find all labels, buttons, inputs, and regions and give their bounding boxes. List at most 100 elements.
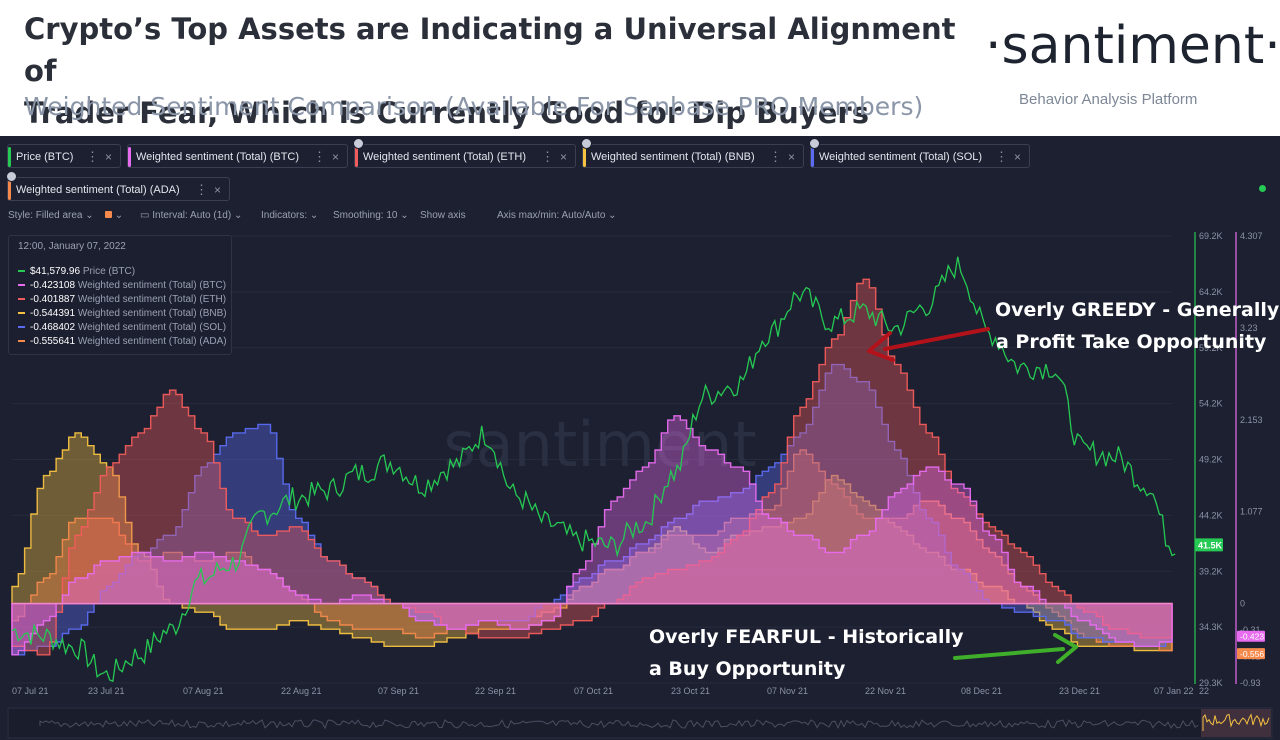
sentiment-area-series [11,449,1173,652]
price-line [11,256,1176,683]
indicators-label: Indicators: [261,210,308,221]
page-subtitle: Weighted Sentiment Comparison (Available… [24,92,924,121]
title-line-1: Crypto’s Top Assets are Indicating a Uni… [24,12,956,88]
metric-color-bar [8,147,11,167]
interval-label: Interval: Auto (1d) [152,210,232,221]
more-options-icon[interactable]: ⋮ [995,149,1008,164]
close-icon[interactable]: × [788,150,796,164]
navigator-selection [1201,709,1271,737]
metric-chip[interactable]: Price (BTC) ⋮ × [7,144,121,168]
chevron-down-icon: ⌄ [233,210,243,221]
metric-color-bar [811,147,814,167]
price-tick-label: 34.3K [1199,622,1223,632]
price-current-badge [1195,538,1223,552]
greedy-line-1: Overly GREEDY - Generally [995,299,1280,321]
sentiment-badge [1237,648,1265,660]
x-tick-label: 23 Dec 21 [1059,686,1100,696]
lock-icon [353,138,364,149]
metric-chip[interactable]: Weighted sentiment (Total) (ETH) ⋮ × [353,138,576,168]
greedy-annotation: Overly GREEDY - Generally a Profit Take … [995,294,1279,358]
close-icon[interactable]: × [560,150,568,164]
tooltip-value: -0.555641 [30,336,76,347]
close-icon[interactable]: × [105,150,113,164]
metric-chip[interactable]: Weighted sentiment (Total) (BNB) ⋮ × [581,138,804,168]
more-options-icon[interactable]: ⋮ [86,149,99,164]
tooltip-value: $41,579.96 [30,266,81,277]
chevron-down-icon: ⌄ [400,210,409,221]
x-tick-label: 07 Aug 21 [183,686,224,696]
close-icon[interactable]: × [214,183,222,197]
sentiment-area-series [11,363,1173,656]
series-swatch [18,326,25,329]
axis-maxmin-label: Axis max/min: Auto/Auto [497,210,606,221]
santiment-logo: ·santiment· [985,16,1280,76]
tooltip-series-name: Weighted sentiment (Total) (BTC) [77,280,227,291]
more-options-icon[interactable]: ⋮ [541,149,554,164]
chevron-down-icon: ⌄ [608,210,617,221]
sentiment-tick-label: -0.31 [1240,625,1261,635]
price-tick-label: 69.2K [1199,231,1223,241]
x-tick-label: 23 Jul 21 [88,686,125,696]
more-options-icon[interactable]: ⋮ [195,182,208,197]
x-tick-label: 23 Oct 21 [671,686,710,696]
chevron-down-icon: ⌄ [309,210,319,221]
smoothing-dropdown[interactable]: Smoothing: 10 ⌄ [333,210,409,221]
live-status-indicator [1259,185,1266,192]
close-icon[interactable]: × [1014,150,1022,164]
color-picker[interactable]: ⌄ [105,210,123,221]
metric-label: Weighted sentiment (Total) (ADA) [16,184,180,196]
metric-chip[interactable]: Weighted sentiment (Total) (BTC) ⋮ × [127,144,348,168]
fearful-annotation: Overly FEARFUL - Historically a Buy Oppo… [649,621,963,685]
metric-color-bar [355,147,358,167]
tooltip-series-name: Price (BTC) [82,266,136,277]
sentiment-tick-label: -0.93 [1240,678,1261,688]
style-dropdown[interactable]: Style: Filled area ⌄ [8,210,94,221]
fearful-arrowhead [1053,633,1078,664]
x-tick-label: 07 Jan 22 [1154,686,1194,696]
lock-icon [581,138,592,149]
x-tick-label: 08 Dec 21 [961,686,1002,696]
lock-icon [809,138,820,149]
tooltip-value: -0.401887 [30,294,76,305]
price-tick-label: 59.2K [1199,343,1223,353]
tooltip-row: -0.468402 Weighted sentiment (Total) (SO… [18,322,226,333]
greedy-arrowhead [867,331,895,362]
show-axis-toggle[interactable]: Show axis [420,210,466,221]
indicators-dropdown[interactable]: Indicators: ⌄ [261,210,318,221]
price-tick-label: 49.2K [1199,455,1223,465]
price-tick-label: 44.2K [1199,510,1223,520]
title-line-2: Trader Fear, Which is Currently Good for… [24,96,869,130]
close-icon[interactable]: × [332,150,340,164]
sentiment-areas [11,278,1173,656]
tooltip-series-name: Weighted sentiment (Total) (BNB) [77,308,227,319]
price-line-group [11,256,1176,683]
metric-color-bar [8,180,11,200]
sentiment-axis: 4.3073.232.1531.0770-0.31-0.62-0.93-0.42… [1235,231,1265,688]
annotation-arrows [867,327,1078,664]
series-swatch [18,270,25,273]
interval-dropdown[interactable]: ▭ Interval: Auto (1d) ⌄ [140,210,242,221]
x-tick-label: 22 Sep 21 [475,686,516,696]
x-tick-label: 07 Nov 21 [767,686,808,696]
greedy-arrow-shaft [883,327,990,351]
sentiment-chart[interactable]: santiment 07 Jul 21 23 Jul 21 07 Aug 21 22 … [0,136,1280,740]
metric-label: Weighted sentiment (Total) (SOL) [819,151,983,163]
sentiment-area-series [11,278,1173,656]
metric-chip[interactable]: Weighted sentiment (Total) (ADA) ⋮ × [6,171,230,201]
more-options-icon[interactable]: ⋮ [769,149,782,164]
metric-chip[interactable]: Weighted sentiment (Total) (SOL) ⋮ × [809,138,1030,168]
show-axis-label: Show axis [420,210,466,221]
tooltip-row: -0.544391 Weighted sentiment (Total) (BN… [18,308,227,319]
tooltip-row: -0.401887 Weighted sentiment (Total) (ET… [18,294,226,305]
lock-icon [6,171,17,182]
series-swatch [18,340,25,343]
more-options-icon[interactable]: ⋮ [313,149,326,164]
x-tick-label: 22 Aug 21 [281,686,322,696]
x-tick-label: 07 Jul 21 [12,686,49,696]
axis-maxmin-dropdown[interactable]: Axis max/min: Auto/Auto ⌄ [497,210,617,221]
greedy-line-2: a Profit Take Opportunity [996,331,1267,353]
metric-label: Weighted sentiment (Total) (ETH) [363,151,527,163]
smoothing-label: Smoothing: 10 [333,210,398,221]
chevron-down-icon: ⌄ [114,210,124,221]
sentiment-tick-label: 0 [1240,599,1245,609]
